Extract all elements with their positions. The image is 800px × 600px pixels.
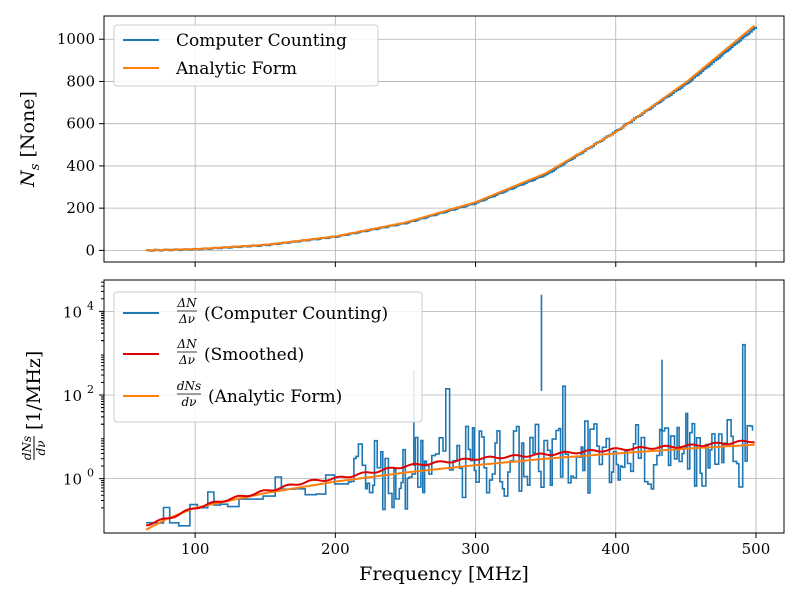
bottom-ylabel-denominator: dν — [34, 441, 48, 456]
series-smoothed — [145, 439, 755, 527]
legend-frac-den-counting: Δν — [178, 312, 195, 326]
top-axes-frame — [103, 15, 785, 263]
bottom-ylabel-numerator: dNs — [20, 436, 34, 460]
bottom-ytick-label: 10 — [63, 471, 82, 489]
bottom-ytick-label: 10 — [63, 303, 82, 321]
top-legend: Computer Counting Analytic Form — [113, 24, 379, 87]
top-ytick-label: 0 — [85, 241, 95, 259]
series-analytic-form — [146, 24, 756, 252]
legend-frac-den-analytic: dν — [182, 395, 197, 409]
bottom-xtick-label: 200 — [321, 540, 350, 558]
bottom-ticks — [99, 281, 757, 538]
legend-frac-num-analytic: dNs — [177, 379, 201, 393]
legend-frac-num-counting: ΔN — [176, 296, 197, 310]
top-ytick-label: 400 — [66, 157, 95, 175]
top-ytick-label: 200 — [66, 199, 95, 217]
bottom-xtick-label: 400 — [601, 540, 630, 558]
bottom-ytick-exponent: 2 — [87, 383, 94, 396]
bottom-xtick-label: 300 — [461, 540, 490, 558]
top-ytick-label: 1000 — [57, 30, 95, 48]
bottom-ytick-label: 10 — [63, 387, 82, 405]
bottom-xtick-label: 500 — [742, 540, 771, 558]
series-counting-noisy — [146, 343, 754, 527]
legend-label-analytic-form: Analytic Form — [175, 59, 297, 79]
bottom-ytick-exponent: 4 — [87, 299, 94, 312]
bottom-xtick-label: 100 — [181, 540, 210, 558]
bottom-ylabel: dNs dν [1/MHz] — [20, 351, 48, 461]
top-panel: 0 200 400 600 800 1000 Ns [None] Computer Cou… — [17, 15, 785, 267]
top-ticks — [99, 38, 757, 267]
top-ytick-label: 800 — [66, 72, 95, 90]
top-yticklabels: 0 200 400 600 800 1000 — [57, 30, 95, 259]
legend-frac-num-smoothed: ΔN — [176, 337, 197, 351]
top-legend-box — [113, 24, 379, 87]
legend-label-analytic: (Analytic Form) — [208, 387, 342, 407]
bottom-series — [145, 294, 755, 531]
legend-label-computer-counting: Computer Counting — [176, 31, 347, 51]
top-ylabel: Ns [None] — [17, 91, 43, 188]
bottom-axes-frame — [103, 279, 785, 534]
bottom-ytick-exponent: 0 — [87, 467, 94, 480]
legend-label-smoothed: (Smoothed) — [204, 345, 304, 365]
top-series — [146, 24, 757, 252]
top-ytick-label: 600 — [66, 115, 95, 133]
bottom-yticklabels: 10 0 10 2 10 4 — [63, 299, 94, 488]
bottom-legend: ΔN Δν (Computer Counting) ΔN Δν (Smoothe… — [113, 291, 423, 423]
legend-frac-den-smoothed: Δν — [178, 353, 195, 367]
bottom-legend-box — [113, 291, 423, 423]
bottom-xlabel: Frequency [MHz] — [359, 563, 529, 585]
bottom-ylabel-unit: [1/MHz] — [23, 351, 45, 430]
legend-label-counting: (Computer Counting) — [204, 304, 388, 324]
bottom-xticklabels: 100 200 300 400 500 — [181, 540, 770, 558]
